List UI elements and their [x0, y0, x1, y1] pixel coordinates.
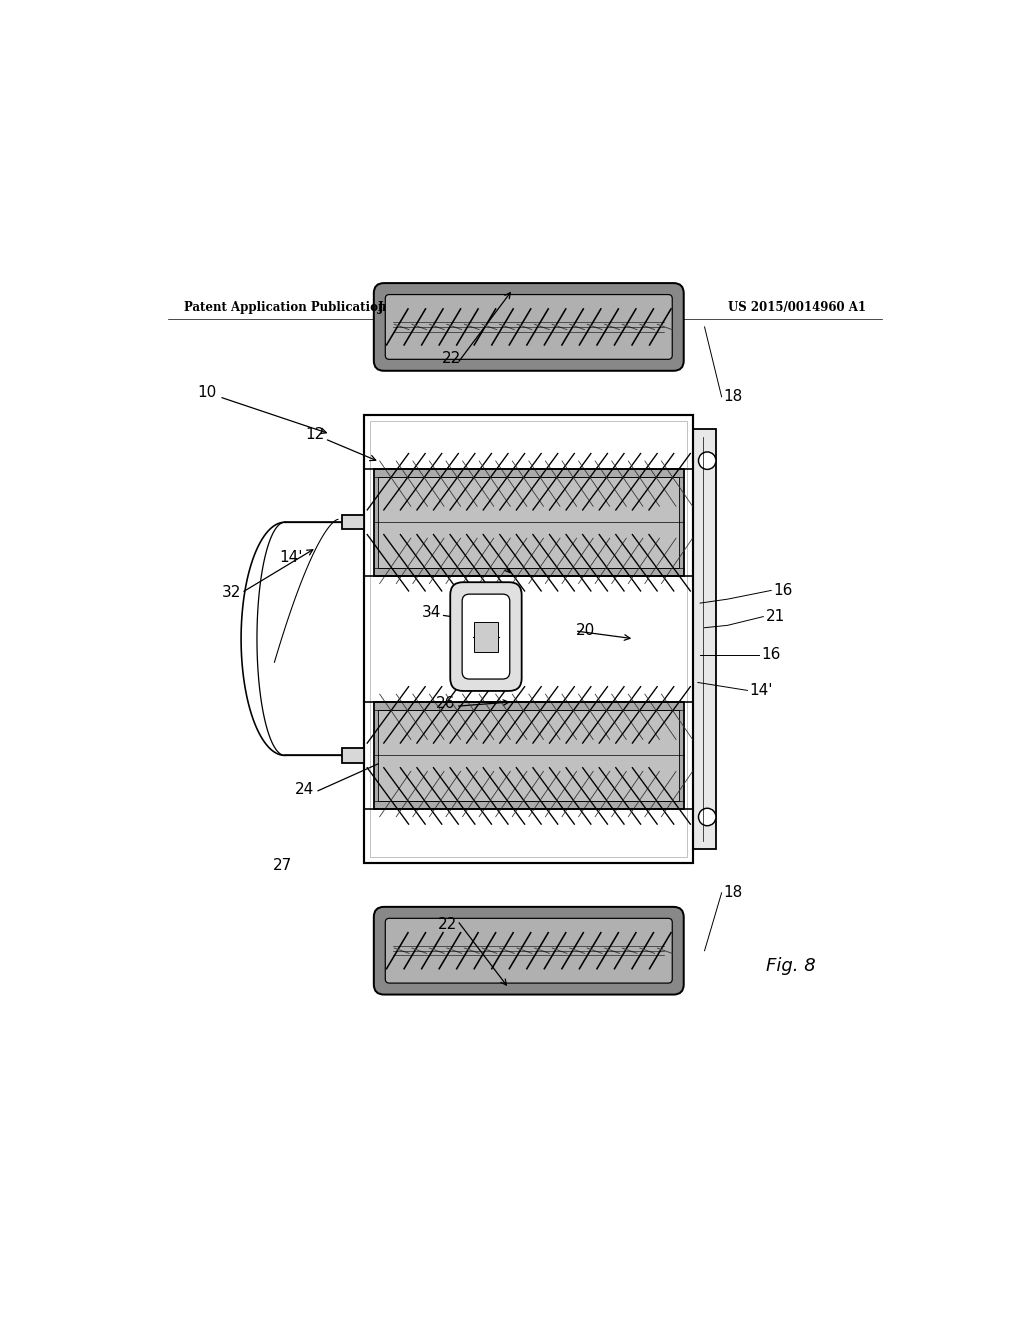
Text: 26: 26 — [434, 506, 454, 521]
Bar — [371, 421, 687, 857]
Bar — [374, 469, 684, 576]
Text: 26: 26 — [436, 697, 455, 711]
Text: 27: 27 — [273, 858, 293, 874]
Text: 22: 22 — [438, 917, 458, 932]
Bar — [342, 515, 365, 529]
Text: 14': 14' — [279, 549, 302, 565]
Bar — [374, 702, 684, 809]
Text: US 2015/0014960 A1: US 2015/0014960 A1 — [728, 301, 866, 314]
Bar — [379, 710, 679, 801]
Bar — [474, 622, 498, 652]
Bar — [365, 414, 693, 863]
Text: 20: 20 — [577, 623, 596, 639]
FancyBboxPatch shape — [462, 594, 510, 678]
Text: Patent Application Publication: Patent Application Publication — [183, 301, 386, 314]
Text: 14': 14' — [750, 682, 773, 698]
Text: 32: 32 — [221, 585, 241, 601]
FancyBboxPatch shape — [385, 919, 672, 983]
Text: 12: 12 — [305, 426, 325, 442]
Circle shape — [698, 451, 716, 470]
Bar — [379, 477, 679, 568]
FancyBboxPatch shape — [451, 582, 521, 690]
Text: 10: 10 — [198, 385, 217, 400]
Circle shape — [698, 808, 716, 826]
Text: 18: 18 — [723, 886, 742, 900]
Bar — [342, 748, 365, 763]
Bar — [693, 429, 716, 849]
FancyBboxPatch shape — [374, 282, 684, 371]
Text: 21: 21 — [766, 609, 785, 624]
Text: Fig. 8: Fig. 8 — [766, 957, 815, 974]
Text: 18: 18 — [723, 389, 742, 404]
Text: 16: 16 — [761, 647, 780, 663]
Text: 34: 34 — [422, 605, 441, 620]
Text: 24: 24 — [295, 783, 313, 797]
Text: 22: 22 — [442, 351, 462, 366]
FancyBboxPatch shape — [374, 907, 684, 994]
FancyBboxPatch shape — [385, 294, 672, 359]
Text: Jan. 15, 2015  Sheet 8 of 12: Jan. 15, 2015 Sheet 8 of 12 — [378, 301, 561, 314]
Text: 16: 16 — [773, 583, 793, 598]
